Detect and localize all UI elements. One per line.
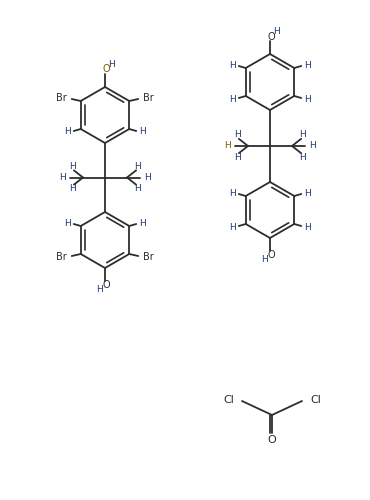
Text: H: H <box>139 218 146 228</box>
Text: Br: Br <box>143 252 154 262</box>
Text: H: H <box>134 162 141 171</box>
Text: H: H <box>224 141 231 150</box>
Text: H: H <box>70 162 76 171</box>
Text: H: H <box>108 60 115 69</box>
Text: O: O <box>268 435 276 445</box>
Text: Br: Br <box>143 93 154 103</box>
Text: O: O <box>102 280 110 290</box>
Text: H: H <box>304 188 311 198</box>
Text: H: H <box>229 60 236 70</box>
Text: Cl: Cl <box>310 395 321 405</box>
Text: Br: Br <box>56 93 67 103</box>
Text: H: H <box>309 141 316 150</box>
Text: H: H <box>70 184 76 193</box>
Text: H: H <box>304 94 311 104</box>
Text: H: H <box>304 60 311 70</box>
Text: H: H <box>59 172 65 182</box>
Text: H: H <box>229 94 236 104</box>
Text: H: H <box>235 152 241 162</box>
Text: H: H <box>96 286 103 294</box>
Text: H: H <box>139 128 146 136</box>
Text: H: H <box>145 172 151 182</box>
Text: H: H <box>64 218 71 228</box>
Text: H: H <box>273 27 280 36</box>
Text: O: O <box>267 250 275 260</box>
Text: H: H <box>64 128 71 136</box>
Text: Br: Br <box>56 252 67 262</box>
Text: H: H <box>261 256 268 264</box>
Text: Cl: Cl <box>223 395 234 405</box>
Text: H: H <box>299 130 306 140</box>
Text: H: H <box>229 222 236 232</box>
Text: H: H <box>134 184 141 193</box>
Text: O: O <box>267 32 275 42</box>
Text: H: H <box>299 152 306 162</box>
Text: O: O <box>102 64 110 74</box>
Text: H: H <box>229 188 236 198</box>
Text: H: H <box>235 130 241 140</box>
Text: H: H <box>304 222 311 232</box>
